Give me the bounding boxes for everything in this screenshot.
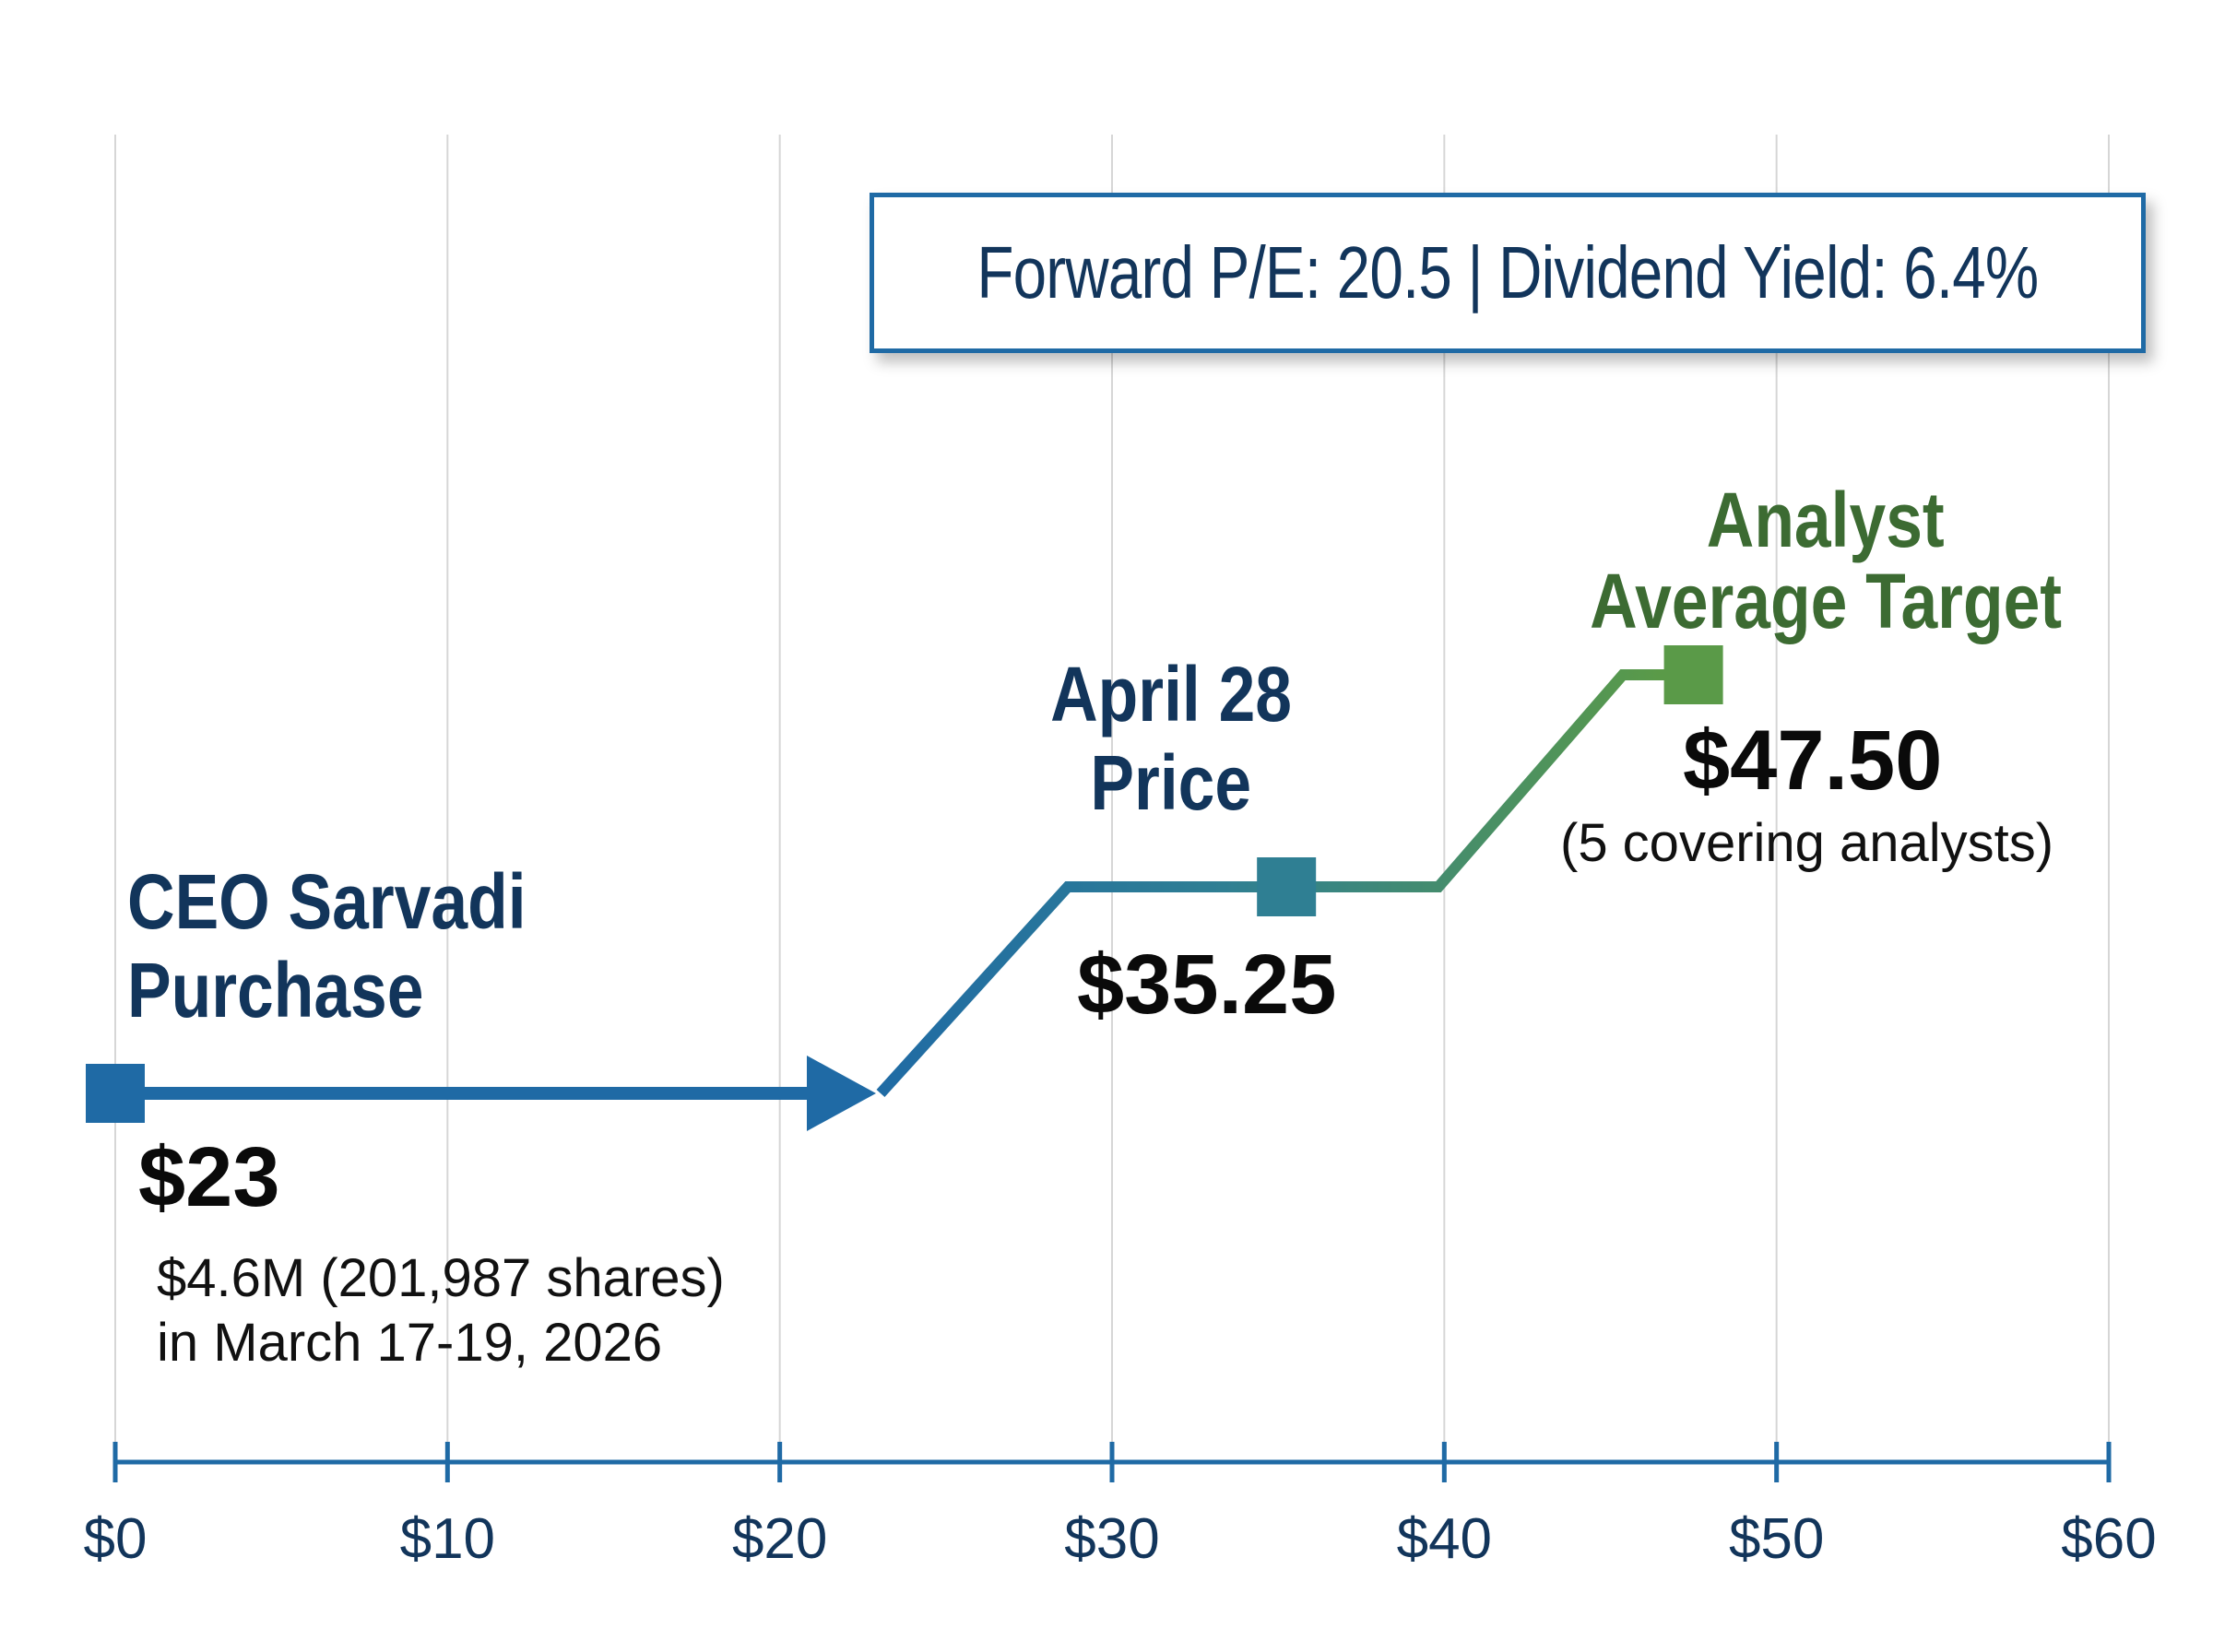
purchase-note: $4.6M (201,987 shares) in March 17-19, 2… (157, 1246, 725, 1375)
april-title-line2: Price (1090, 739, 1252, 826)
x-tick-label: $50 (1729, 1507, 1824, 1571)
price-path (86, 645, 1723, 1131)
target-marker (1663, 645, 1723, 704)
target-title-line1: Analyst (1707, 477, 1945, 563)
purchase-value: $23 (138, 1130, 280, 1224)
target-title: Analyst Average Target (1503, 479, 2148, 642)
target-value: $47.50 (1683, 714, 1943, 808)
purchase-title-line1: CEO Sarvadi (127, 858, 527, 945)
x-tick-label: $30 (1064, 1507, 1159, 1571)
purchase-note-line1: $4.6M (201,987 shares) (157, 1248, 725, 1308)
purchase-title-line2: Purchase (127, 947, 424, 1033)
april-title: April 28 Price (987, 650, 1355, 827)
x-tick-label: $0 (84, 1507, 148, 1571)
purchase-arrow-head (807, 1056, 876, 1131)
x-tick-label: $60 (2061, 1507, 2156, 1571)
x-tick-label: $40 (1397, 1507, 1492, 1571)
valuation-info-text: Forward P/E: 20.5 | Dividend Yield: 6.4% (976, 231, 2039, 313)
target-title-line2: Average Target (1590, 558, 2062, 644)
x-tick-label: $10 (400, 1507, 495, 1571)
purchase-marker (86, 1064, 145, 1123)
x-tick-label: $20 (732, 1507, 827, 1571)
target-note: (5 covering analysts) (1560, 813, 2054, 873)
april-title-line1: April 28 (1050, 651, 1292, 738)
x-axis: $0 $10 $20 $30 $40 $50 $60 (84, 1442, 2157, 1571)
gridlines (114, 135, 2110, 1462)
purchase-title: CEO Sarvadi Purchase (127, 857, 597, 1034)
april-value: $35.25 (1077, 938, 1337, 1032)
valuation-info-box: Forward P/E: 20.5 | Dividend Yield: 6.4% (870, 193, 2146, 353)
price-line (876, 669, 1712, 1098)
purchase-note-line2: in March 17-19, 2026 (157, 1313, 663, 1373)
april-price-marker (1257, 857, 1317, 916)
